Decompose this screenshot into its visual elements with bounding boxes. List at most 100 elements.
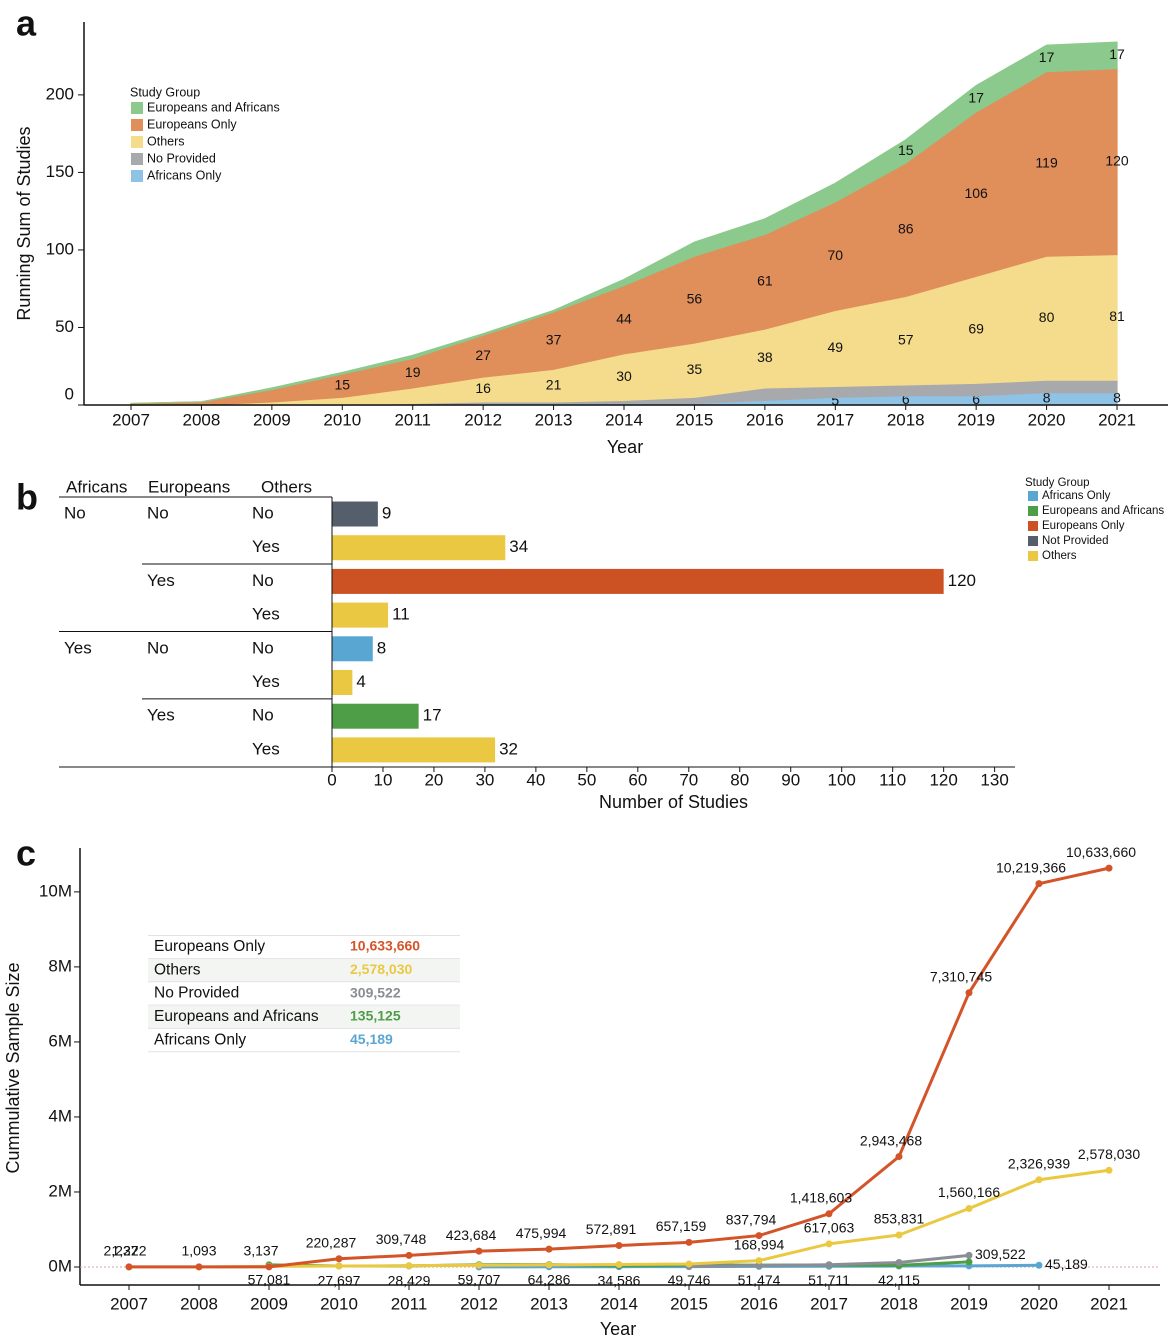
value-label: 30	[616, 368, 632, 384]
point	[335, 1262, 343, 1270]
legend-swatch	[131, 170, 143, 182]
point	[965, 1258, 973, 1266]
y-tick-label: 100	[46, 239, 74, 258]
point	[545, 1261, 553, 1269]
value-label: 423,684	[446, 1227, 497, 1243]
point	[265, 1263, 273, 1271]
value-label: 37	[546, 331, 562, 347]
x-tick-label: 2020	[1028, 410, 1066, 429]
y-axis-title: Running Sum of Studies	[14, 126, 34, 320]
legend-title: Study Group	[130, 85, 200, 99]
value-label: 57	[898, 331, 914, 347]
y-tick-label: 4M	[48, 1106, 72, 1125]
area	[130, 41, 1118, 405]
legend-swatch	[1028, 506, 1038, 516]
value-label: 4	[356, 672, 365, 691]
value-label: 7,310,745	[930, 968, 992, 984]
x-tick-label: 110	[879, 770, 906, 789]
x-tick-label: 10	[374, 770, 393, 789]
legend-swatch	[131, 119, 143, 131]
legend-label: Africans Only	[147, 168, 222, 182]
value-label: 51,711	[808, 1272, 850, 1288]
bar	[332, 568, 944, 594]
legend-label: No Provided	[147, 151, 216, 165]
value-label: 57,081	[248, 1272, 291, 1288]
x-axis-title: Year	[600, 1319, 636, 1339]
value-label: 70	[828, 247, 844, 263]
x-tick-label: 70	[679, 770, 698, 789]
value-label: 17	[423, 706, 442, 725]
x-tick-label: 2015	[670, 1294, 708, 1313]
legend-swatch	[131, 102, 143, 114]
table-name: Others	[154, 961, 201, 978]
row-label: No	[147, 503, 169, 522]
x-tick-label: 2012	[460, 1294, 498, 1313]
y-tick-label: 8M	[48, 956, 72, 975]
legend-swatch	[1028, 491, 1038, 501]
legend-label: Not Provided	[1042, 535, 1108, 547]
point	[405, 1262, 413, 1270]
row-label: No	[147, 638, 169, 657]
legend-swatch	[1028, 521, 1038, 531]
value-label: 69	[968, 320, 984, 336]
x-tick-label: 20	[424, 770, 443, 789]
value-label: 9	[382, 503, 391, 522]
value-label: 49,746	[668, 1272, 711, 1288]
value-label: 51,474	[738, 1272, 781, 1288]
x-tick-label: 2011	[391, 1294, 428, 1313]
point	[615, 1261, 623, 1269]
x-tick-label: 2007	[112, 410, 150, 429]
y-tick-label: 200	[46, 84, 74, 103]
x-tick-label: 2018	[887, 410, 925, 429]
table-value: 135,125	[350, 1008, 401, 1024]
column-header: Africans	[66, 477, 127, 496]
x-tick-label: 90	[781, 770, 800, 789]
value-label: 572,891	[586, 1221, 637, 1237]
value-label: 86	[898, 220, 914, 236]
value-label: 38	[757, 349, 773, 365]
point	[1105, 1166, 1113, 1174]
point	[475, 1261, 483, 1269]
value-label: 2,237	[103, 1243, 138, 1259]
point	[895, 1231, 903, 1239]
value-label: 35	[687, 361, 703, 377]
point	[825, 1261, 833, 1269]
value-label: 56	[687, 290, 703, 306]
x-tick-label: 2017	[816, 410, 854, 429]
x-tick-label: 50	[577, 770, 596, 789]
value-label: 49	[828, 339, 844, 355]
legend-swatch	[1028, 551, 1038, 561]
point	[895, 1258, 903, 1266]
point	[195, 1263, 203, 1271]
legend-label: Europeans Only	[147, 117, 237, 131]
table-value: 10,633,660	[350, 938, 420, 954]
legend-label: Europeans and Africans	[147, 100, 280, 114]
point	[755, 1261, 763, 1269]
table-name: Europeans and Africans	[154, 1008, 319, 1025]
point	[1035, 1261, 1043, 1269]
panel-letter: c	[16, 833, 36, 874]
x-tick-label: 2013	[535, 410, 573, 429]
x-tick-label: 2021	[1098, 410, 1136, 429]
legend-swatch	[1028, 536, 1038, 546]
value-label: 19	[405, 364, 421, 380]
value-label: 1,560,166	[938, 1184, 1000, 1200]
value-label: 617,063	[804, 1220, 855, 1236]
value-label: 168,994	[734, 1236, 785, 1252]
legend-label: Europeans and Africans	[1042, 505, 1164, 517]
y-tick-label: 10M	[39, 881, 72, 900]
value-label: 8	[377, 638, 386, 657]
x-tick-label: 2014	[605, 410, 643, 429]
point	[125, 1263, 133, 1271]
x-tick-label: 2010	[320, 1294, 358, 1313]
legend-title: Study Group	[1025, 477, 1090, 489]
value-label: 42,115	[878, 1272, 920, 1288]
x-tick-label: 2009	[250, 1294, 288, 1313]
point	[1035, 1176, 1043, 1184]
x-tick-label: 2013	[530, 1294, 568, 1313]
row-label: Yes	[147, 706, 175, 725]
value-label: 657,159	[656, 1218, 707, 1234]
value-label: 10,633,660	[1066, 844, 1136, 860]
point	[755, 1257, 763, 1265]
y-tick-label: 0	[65, 384, 74, 403]
